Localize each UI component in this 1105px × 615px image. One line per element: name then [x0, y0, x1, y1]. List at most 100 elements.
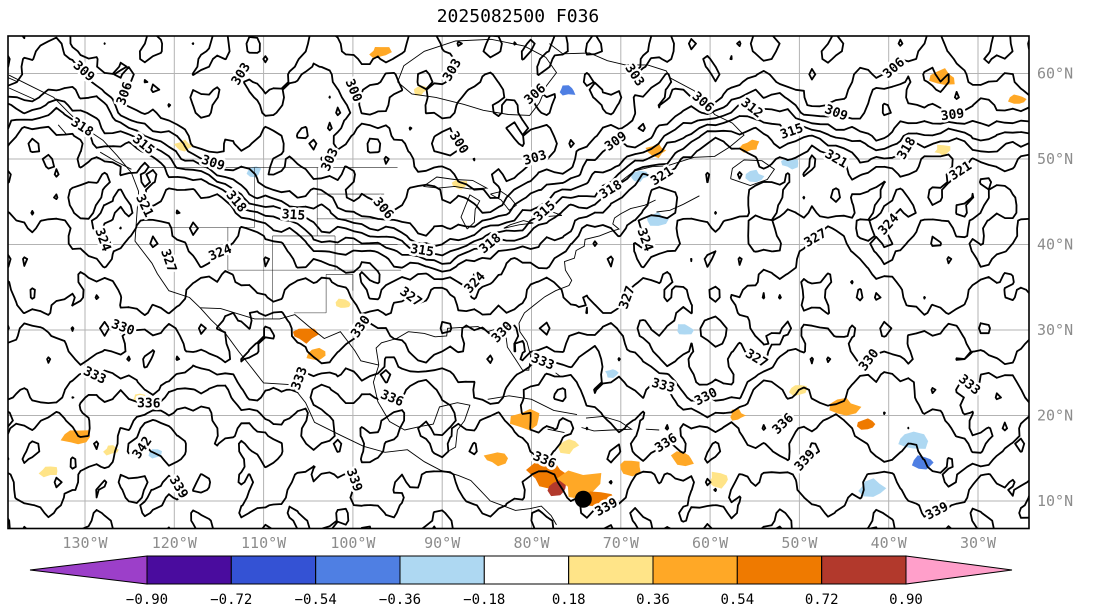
- colorbar-tick-label: −0.72: [210, 592, 252, 608]
- colorbar-left-arrow: [29, 555, 148, 585]
- contour-label: 339: [343, 467, 365, 494]
- lon-tick-label: 80°W: [513, 534, 550, 552]
- anomaly-patch: [708, 471, 728, 489]
- anomaly-patch: [133, 393, 147, 402]
- lon-tick-label: 100°W: [330, 534, 376, 552]
- contour-label: 330: [109, 317, 136, 339]
- contour-label: 321: [648, 164, 676, 189]
- contour-label: 303: [319, 146, 342, 174]
- coastline: [375, 199, 656, 371]
- contour-label: 315: [409, 242, 435, 260]
- figure-title: 2025082500 F036: [437, 6, 600, 27]
- anomaly-patch: [858, 478, 887, 497]
- anomaly-patch: [60, 430, 91, 445]
- contour-label: 339: [923, 500, 951, 524]
- anomaly-patch: [646, 211, 669, 226]
- anomaly-patch: [645, 143, 667, 159]
- anomaly-patch: [730, 408, 746, 421]
- contour-label: 327: [157, 247, 179, 274]
- latitude-axis-labels: 60°N 50°N 40°N 30°N 20°N 10°N: [1037, 65, 1073, 511]
- contour-label: 303: [522, 148, 549, 169]
- contour-label: 327: [742, 346, 770, 371]
- anomaly-patch: [483, 452, 508, 467]
- anomaly-patch: [738, 139, 760, 153]
- lon-tick-label: 120°W: [152, 534, 198, 552]
- contour-label: 339: [166, 474, 191, 502]
- contour-label: 303: [621, 62, 647, 90]
- anomaly-patch: [745, 169, 765, 183]
- coastline: [490, 191, 517, 211]
- contour-line-330: [8, 292, 1029, 402]
- coastline: [8, 87, 37, 101]
- anomaly-patch: [781, 158, 799, 170]
- contour-label: 309: [822, 102, 849, 124]
- anomaly-patch: [670, 451, 694, 467]
- contour-label: 312: [738, 95, 766, 121]
- contour-line-315: [8, 98, 1029, 257]
- lat-tick-label: 30°N: [1037, 321, 1073, 339]
- lon-tick-label: 60°W: [692, 534, 729, 552]
- contour-label: 315: [531, 198, 559, 225]
- colorbar-tick-label: −0.18: [463, 592, 505, 608]
- colorbar-tick-label: −0.90: [126, 592, 168, 608]
- coastline: [460, 194, 481, 230]
- contour-line-318: [8, 106, 1029, 265]
- contour-line-306: [8, 36, 1029, 214]
- colorbar-tick-label: −0.54: [295, 592, 337, 608]
- contour-label: 330: [856, 346, 882, 374]
- lon-tick-label: 70°W: [603, 534, 640, 552]
- coastline: [397, 38, 558, 116]
- coastline: [200, 307, 379, 366]
- anomaly-patch: [677, 324, 695, 335]
- contour-line-336: [8, 372, 1029, 492]
- coastline: [57, 124, 68, 136]
- colorbar-tick-label: 0.36: [636, 592, 670, 608]
- anomaly-patch: [547, 480, 566, 497]
- contour-line-300: [352, 72, 476, 162]
- contour-label: 303: [440, 56, 465, 84]
- contour-label: 318: [477, 231, 505, 258]
- contour-label-halo: 309: [940, 106, 965, 124]
- anomaly-patch: [306, 347, 326, 361]
- contour-label: 300: [342, 77, 365, 105]
- contour-label: 333: [650, 376, 677, 397]
- contour-label: 330: [489, 319, 516, 346]
- contour-label: 306: [880, 55, 908, 82]
- anomaly-patch: [38, 466, 58, 478]
- anomaly-patch: [335, 298, 351, 308]
- anomaly-patch: [898, 431, 929, 449]
- coastline: [533, 210, 563, 217]
- contour-line-312: [8, 86, 1029, 248]
- lat-tick-label: 40°N: [1037, 236, 1073, 254]
- contour-label: 330: [348, 313, 374, 341]
- contour-label: 336: [378, 387, 406, 410]
- contour-label: 327: [397, 284, 425, 310]
- colorbar-segment: [483, 555, 570, 585]
- colorbar-tick-label: 0.54: [720, 592, 754, 608]
- anomaly-patch: [292, 328, 320, 344]
- lat-tick-label: 60°N: [1037, 65, 1073, 83]
- coastline: [372, 364, 471, 451]
- contour-label: 300: [446, 129, 471, 157]
- colorbar-tick-label: 0.18: [552, 592, 586, 608]
- map-frame: [7, 35, 1030, 530]
- anomaly-patch: [558, 439, 580, 455]
- contour-line-309: [8, 36, 1029, 237]
- lon-tick-label: 50°W: [781, 534, 818, 552]
- contour-line-321: [8, 125, 1029, 273]
- anomaly-patch: [605, 369, 619, 378]
- anomaly-patch: [369, 47, 392, 59]
- contour-line-339: [8, 387, 1029, 529]
- contour-label: 324: [633, 226, 655, 253]
- colorbar-segment: [146, 555, 232, 585]
- colorbar: [29, 555, 1013, 585]
- contour-label-halo: 336: [137, 396, 161, 411]
- lon-tick-label: 130°W: [62, 534, 108, 552]
- coastline: [423, 176, 489, 190]
- contour-label-halo: 315: [409, 242, 435, 260]
- contour-line-342: [22, 419, 952, 529]
- lon-tick-label: 40°W: [871, 534, 908, 552]
- lon-tick-label: 30°W: [960, 534, 997, 552]
